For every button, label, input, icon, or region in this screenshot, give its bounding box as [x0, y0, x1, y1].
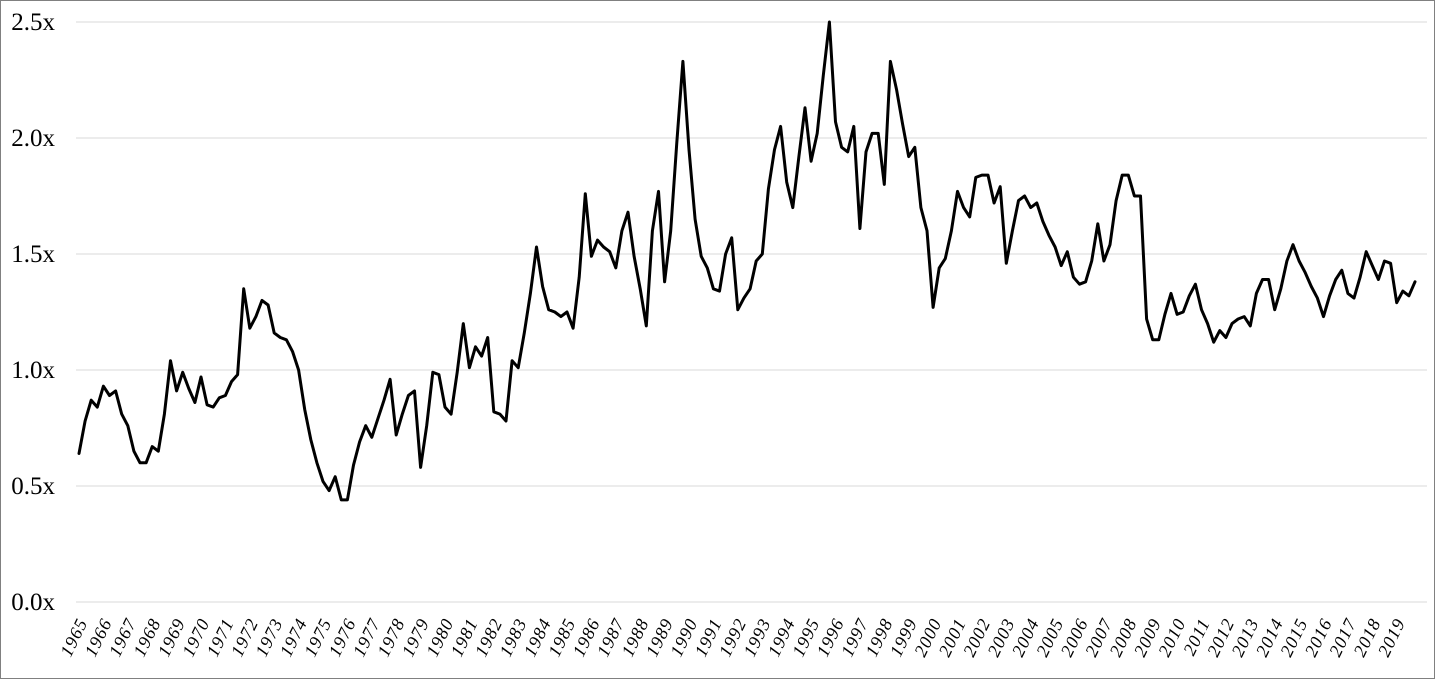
y-axis-tick-label: 1.0x: [11, 357, 55, 384]
y-axis-tick-label: 0.5x: [11, 473, 55, 500]
data-line: [77, 20, 1417, 502]
gridlines: [76, 21, 1427, 603]
x-axis-year-labels: 1965196619671968196919701971197219731974…: [56, 615, 1409, 660]
y-axis-tick-label: 0.0x: [11, 589, 55, 616]
y-axis-tick-label: 2.0x: [11, 125, 55, 152]
y-axis-tick-label: 1.5x: [11, 241, 55, 268]
y-axis-tick-labels: 0.0x 0.5x 1.0x 1.5x 2.0x 2.5x: [11, 9, 55, 616]
y-axis-tick-label: 2.5x: [11, 9, 55, 36]
